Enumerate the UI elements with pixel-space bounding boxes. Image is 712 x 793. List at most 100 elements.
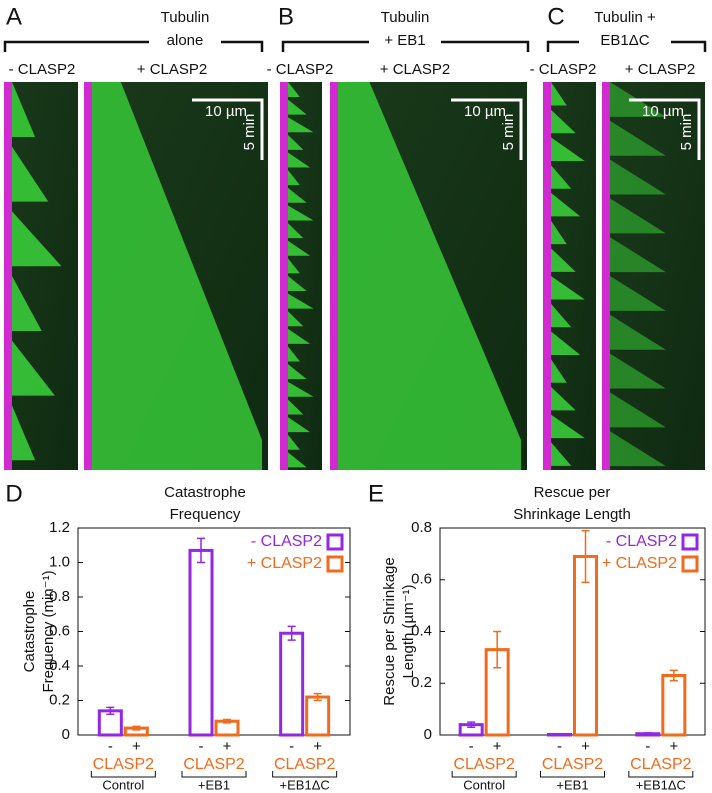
group-bracket xyxy=(272,771,338,778)
group-sublabel: - xyxy=(645,738,650,755)
growth-event xyxy=(551,276,585,300)
seed-stripe xyxy=(280,82,288,470)
legend-swatch xyxy=(326,555,344,573)
group-sublabel: - xyxy=(108,738,113,755)
bar xyxy=(661,673,687,737)
x-tick-label: Control xyxy=(463,777,505,792)
growth-event xyxy=(288,240,311,256)
growth-event xyxy=(551,303,572,328)
legend-label: + CLASP2 xyxy=(602,555,677,572)
bar xyxy=(305,695,331,737)
growth-event xyxy=(551,331,581,355)
group-bracket xyxy=(90,771,156,778)
scale-label: 10 µm xyxy=(464,103,506,120)
condition-label: - CLASP2 xyxy=(530,61,597,78)
growth-event xyxy=(610,392,666,428)
group-sublabel: + xyxy=(313,738,322,755)
growth-event xyxy=(288,293,314,309)
plot-frame xyxy=(77,527,351,736)
y-tick-label: 0.8 xyxy=(49,588,70,605)
chart-title: Catastrophe xyxy=(164,484,246,501)
growth-event xyxy=(12,276,42,331)
y-tick-label: 0 xyxy=(62,726,70,743)
y-axis-label: Catastrophe xyxy=(21,591,38,673)
bracket xyxy=(281,40,530,52)
y-tick-label: 0.6 xyxy=(411,571,432,588)
y-axis-label: Frequency (min⁻¹) xyxy=(40,570,57,692)
panel-title: Tubulin + xyxy=(594,9,656,26)
error-bar xyxy=(106,706,115,716)
bar xyxy=(573,554,598,737)
growth-event xyxy=(288,434,300,450)
panel-title: Tubulin xyxy=(161,9,210,26)
x-tick-label: +EB1ΔC xyxy=(280,777,330,792)
panel-letter: D xyxy=(5,480,22,507)
y-tick-label: 1.0 xyxy=(49,553,70,570)
growth-event xyxy=(92,82,262,470)
group-sublabel: + xyxy=(581,738,590,755)
error-bar xyxy=(581,529,590,584)
group-sublabel: - xyxy=(557,738,562,755)
panel-title: EB1ΔC xyxy=(600,32,649,49)
growth-event xyxy=(610,198,666,234)
seed-stripe xyxy=(602,82,610,470)
condition-label: - CLASP2 xyxy=(9,61,76,78)
group-sublabel: + xyxy=(223,738,232,755)
growth-event xyxy=(610,276,666,311)
growth-event xyxy=(610,353,666,389)
x-tick-label: +EB1 xyxy=(198,777,230,792)
error-bar xyxy=(197,537,205,564)
condition-label: + CLASP2 xyxy=(380,61,450,78)
legend-label: + CLASP2 xyxy=(247,555,322,572)
growth-event xyxy=(551,109,576,134)
growth-event xyxy=(551,220,567,245)
growth-event xyxy=(288,187,307,203)
y-tick-label: 1.2 xyxy=(49,519,70,536)
bracket xyxy=(546,40,707,52)
growth-event xyxy=(551,386,576,411)
y-axis-label: Rescue per Shrinkage xyxy=(381,557,398,705)
growth-event xyxy=(610,120,666,156)
bar xyxy=(188,548,214,737)
group-label: CLASP2 xyxy=(453,756,514,773)
growth-event xyxy=(551,248,576,272)
seed-stripe xyxy=(84,82,92,470)
scale-label: 5 min xyxy=(241,114,258,151)
legend-swatch xyxy=(681,533,699,551)
group-sublabel: + xyxy=(132,738,141,755)
x-tick-label: Control xyxy=(102,777,144,792)
growth-event xyxy=(610,431,666,467)
growth-event xyxy=(12,340,55,396)
growth-event xyxy=(551,359,567,383)
y-tick-label: 0.2 xyxy=(411,674,432,691)
growth-event xyxy=(288,205,314,221)
growth-event xyxy=(551,137,585,161)
y-tick-label: 0 xyxy=(424,726,432,743)
growth-event xyxy=(288,99,307,115)
legend-swatch xyxy=(326,533,344,551)
error-bar xyxy=(555,733,564,736)
bar xyxy=(279,631,305,737)
y-tick-label: 0.4 xyxy=(49,657,70,674)
panel-title: alone xyxy=(167,32,204,49)
y-tick-label: 0.2 xyxy=(49,691,70,708)
scale-bar xyxy=(451,98,523,160)
scale-label: 5 min xyxy=(500,114,517,151)
panel-title: Tubulin xyxy=(381,9,430,26)
panel-letter: C xyxy=(547,3,564,30)
error-bar xyxy=(223,718,231,724)
condition-label: + CLASP2 xyxy=(137,61,207,78)
error-bar xyxy=(287,625,296,641)
bracket xyxy=(3,40,264,52)
error-bar xyxy=(643,732,652,736)
growth-event xyxy=(288,223,304,239)
group-sublabel: + xyxy=(669,738,678,755)
panel-letter: B xyxy=(278,3,294,30)
growth-event xyxy=(288,364,307,380)
growth-event xyxy=(551,82,567,106)
seed-stripe xyxy=(4,82,12,470)
x-tick-label: +EB1 xyxy=(556,777,588,792)
scale-bar xyxy=(629,98,701,160)
